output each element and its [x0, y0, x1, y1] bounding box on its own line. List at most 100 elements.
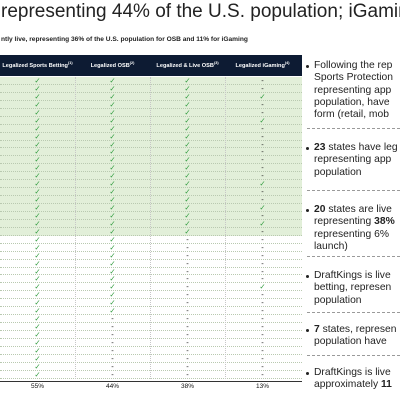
table-row: ✓ ✓ ✓ - — [0, 107, 302, 117]
column-header: Legalized OSB(2) — [75, 57, 150, 74]
table-cell: ✓ — [109, 195, 116, 205]
table-cell: ✓ — [34, 115, 41, 125]
table-row: ✓ ✓ ✓ - — [0, 226, 302, 236]
table-cell: ✓ — [109, 171, 116, 181]
table-cell: ✓ — [34, 203, 41, 212]
header-text: Legalized Sports Betting(1) — [2, 61, 73, 70]
bullet-line: population have — [305, 336, 400, 348]
table-cell: ✓ — [34, 107, 41, 117]
subtitle: ntly live, representing 36% of the U.S. … — [1, 36, 248, 43]
bullet-text: representing app — [314, 154, 392, 166]
table-cell: ✓ — [34, 99, 41, 109]
table-row: ✓ ✓ ✓ - — [0, 210, 302, 220]
table-cell: - — [186, 369, 189, 379]
bullet-line: betting, represen — [305, 282, 400, 294]
bullet-line: representing 38% — [305, 216, 400, 228]
table-cell: ✓ — [34, 163, 41, 173]
table-cell: - — [261, 353, 264, 363]
table-cell: - — [261, 210, 264, 220]
table-cell: ✓ — [109, 123, 116, 133]
table-cell: - — [261, 330, 264, 339]
table-cell: - — [261, 131, 264, 141]
table-cell: ✓ — [34, 187, 41, 197]
table-cell: ✓ — [184, 99, 191, 109]
table-cell: ✓ — [34, 361, 41, 371]
table-cell: - — [261, 274, 264, 284]
header-note: (2) — [129, 61, 135, 66]
total-value: 13% — [255, 383, 269, 390]
table-row: ✓ ✓ - - — [0, 274, 302, 284]
table-row: ✓ - - - — [0, 345, 302, 355]
bullet-line: population, have — [305, 97, 400, 109]
table-row: ✓ ✓ - - — [0, 250, 302, 260]
table-cell: ✓ — [184, 218, 191, 228]
table-cell: - — [186, 337, 189, 347]
table-cell: - — [186, 234, 189, 244]
table-cell: - — [261, 226, 264, 236]
table-cell: ✓ — [184, 131, 191, 141]
table-row: ✓ ✓ ✓ - — [0, 83, 302, 93]
table-cell: - — [261, 298, 264, 308]
total-value: 44% — [105, 383, 119, 390]
table-cell: - — [261, 242, 264, 252]
table-cell: - — [261, 76, 264, 85]
table-cell: ✓ — [109, 76, 116, 85]
table-cell: ✓ — [109, 115, 116, 125]
table-cell: ✓ — [109, 91, 116, 101]
table-cell: ✓ — [184, 83, 191, 93]
table-cell: - — [111, 314, 114, 324]
table-cell: ✓ — [34, 155, 41, 165]
separator — [307, 190, 400, 191]
table-cell: ✓ — [184, 91, 191, 101]
table-cell: - — [261, 107, 264, 117]
table-cell: ✓ — [34, 322, 41, 332]
table-cell: ✓ — [109, 179, 116, 189]
bullet-text: representing 6% — [314, 228, 389, 240]
table-cell: ✓ — [259, 203, 266, 212]
table-row: ✓ ✓ - - — [0, 267, 302, 276]
table-row: ✓ ✓ ✓ - — [0, 163, 302, 173]
table-cell: ✓ — [184, 171, 191, 181]
bullet-line: approximately 11 — [305, 379, 400, 391]
table-row: ✓ ✓ ✓ - — [0, 147, 302, 157]
bullet-line: form (retail, mob — [305, 109, 400, 121]
table-cell: - — [261, 250, 264, 260]
bullet-text: states have leg — [325, 142, 398, 153]
table-cell: ✓ — [109, 298, 116, 308]
table-row: ✓ ✓ ✓ ✓ — [0, 218, 302, 228]
table-cell: ✓ — [109, 242, 116, 252]
bullet-bold: 7 — [314, 324, 320, 335]
table-cell: ✓ — [34, 226, 41, 236]
bullet-line: population — [305, 295, 400, 307]
table-cell: ✓ — [109, 99, 116, 109]
table-cell: ✓ — [34, 306, 41, 316]
bullet-line: DraftKings is live — [305, 367, 400, 379]
table-cell: - — [261, 139, 264, 149]
table-cell: - — [111, 345, 114, 355]
table-cell: - — [186, 298, 189, 308]
bullet-bold: 38% — [374, 216, 395, 228]
table-cell: ✓ — [34, 91, 41, 101]
table-cell: - — [261, 234, 264, 244]
column-header: Legalized Sports Betting(1) — [0, 57, 75, 74]
table-row: ✓ ✓ - ✓ — [0, 282, 302, 292]
table-body: ✓ ✓ ✓ - ✓ ✓ ✓ - ✓ ✓ ✓ ✓ ✓ ✓ ✓ - ✓ ✓ ✓ - ✓ ✓ ✓ ✓ ✓ ✓ ✓ - ✓ ✓ ✓ - ✓ ✓ ✓ - ✓ ✓ ✓ -… — [0, 77, 302, 379]
bullet-line: representing app — [305, 85, 400, 97]
table-cell: ✓ — [34, 282, 41, 292]
table-cell: - — [111, 330, 114, 339]
bullet-line: 7 states, represen — [305, 324, 400, 336]
table-row: ✓ ✓ ✓ ✓ — [0, 179, 302, 189]
table-cell: ✓ — [34, 337, 41, 347]
header-note: (4) — [284, 61, 290, 66]
table-cell: ✓ — [34, 171, 41, 181]
table-cell: ✓ — [34, 147, 41, 157]
table-cell: - — [261, 314, 264, 324]
bullet-panel: Following the rep Sports Protection repres… — [305, 56, 400, 396]
bullet-line: DraftKings is live — [305, 270, 400, 282]
bullet-text: representing — [314, 216, 375, 228]
table-cell: - — [261, 337, 264, 347]
bullet-line: Sports Protection — [305, 72, 400, 84]
table-row: ✓ ✓ - - — [0, 291, 302, 300]
table-cell: ✓ — [184, 139, 191, 149]
bullet: DraftKings is live betting, represen popul… — [305, 270, 400, 307]
